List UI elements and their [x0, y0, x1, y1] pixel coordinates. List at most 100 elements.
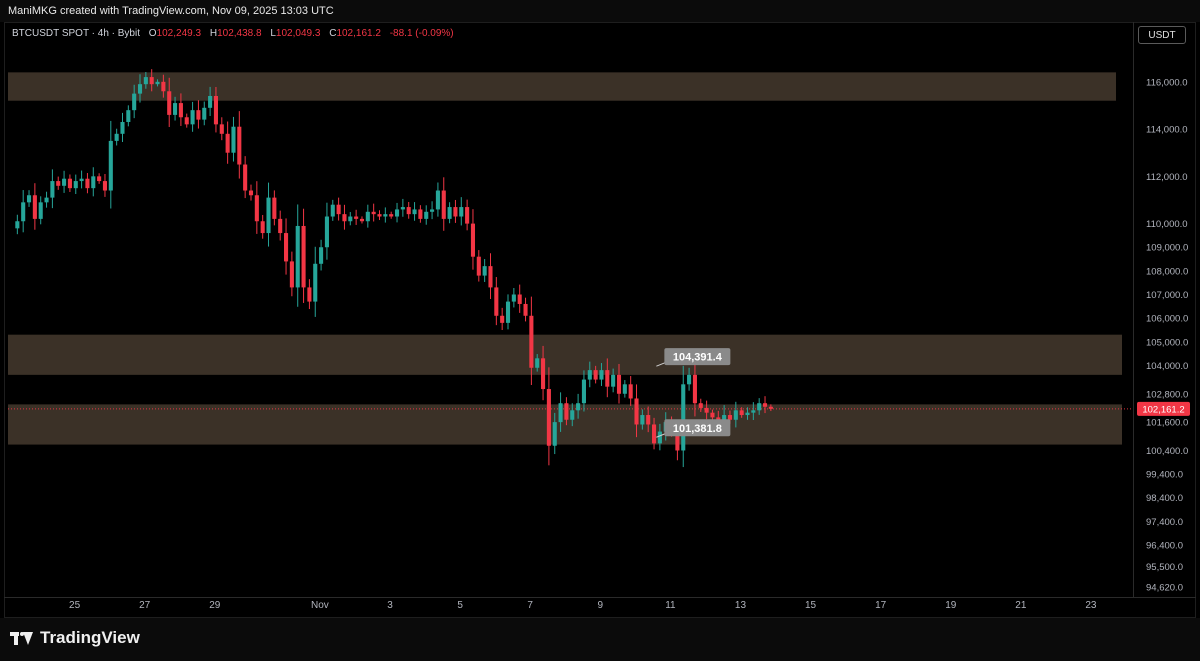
candle-body: [634, 398, 639, 425]
candle-body: [430, 209, 435, 212]
candle-body: [657, 431, 662, 444]
price-tick-label: 99,400.0: [1146, 470, 1183, 481]
candle-body: [243, 164, 248, 191]
candle-body: [319, 247, 324, 264]
candle-body: [260, 221, 265, 234]
candle-body: [102, 181, 108, 191]
symbol-label[interactable]: BTCUSDT SPOT · 4h · Bybit: [12, 28, 140, 39]
candle-body: [137, 84, 143, 94]
candle-body: [447, 207, 452, 219]
candle-body: [32, 195, 37, 219]
candle-body: [394, 209, 400, 217]
candle-body: [231, 126, 236, 153]
candle-body: [173, 103, 178, 115]
candle-body: [301, 225, 306, 288]
low-key: L: [270, 28, 276, 39]
candle-body: [155, 81, 160, 85]
zone-layer: [8, 72, 1122, 445]
candle-body: [517, 294, 522, 304]
candle-body: [184, 117, 189, 125]
candle-body: [254, 195, 259, 222]
candle-body: [324, 216, 329, 248]
close-value: 102,161.2: [336, 28, 381, 39]
candle-body: [15, 221, 20, 229]
candle-body: [418, 209, 423, 219]
open-value: 102,249.3: [156, 28, 202, 39]
time-tick-label: 15: [805, 600, 817, 611]
candle-body: [698, 403, 703, 408]
callout-box: [664, 419, 731, 437]
callouts-layer: 104,391.4 101,381.8: [656, 348, 731, 438]
time-tick-label: 9: [598, 600, 604, 611]
time-tick-label: 29: [209, 600, 221, 611]
price-tick-label: 110,000.0: [1146, 219, 1188, 230]
candle-body: [190, 110, 195, 125]
candle-body: [465, 207, 470, 224]
candle-body: [704, 407, 709, 413]
price-tick-label: 114,000.0: [1146, 125, 1188, 136]
low-value: 102,049.3: [275, 28, 321, 39]
candle-body: [178, 103, 183, 118]
candle-body: [412, 209, 417, 215]
candle-body: [546, 389, 551, 446]
candle-body: [213, 95, 218, 125]
candle-body: [757, 403, 762, 411]
price-tick-label: 94,620.0: [1146, 583, 1183, 594]
candle-body: [161, 81, 166, 92]
candle-body: [611, 374, 616, 387]
current-price-tag-layer: 102,161.2: [1137, 401, 1190, 416]
candle-body: [289, 261, 294, 288]
price-tick-label: 105,000.0: [1146, 337, 1188, 348]
brand-name: TradingView: [40, 628, 140, 647]
candle-body: [307, 287, 312, 302]
price-tick-label: 106,000.0: [1146, 314, 1188, 325]
candle-body: [488, 266, 493, 288]
candle-body: [354, 216, 359, 219]
candle-body: [435, 190, 440, 210]
candle-body: [126, 110, 131, 122]
candle-body: [681, 384, 686, 451]
callout-label: 104,391.4: [673, 352, 723, 364]
candle-body: [476, 256, 481, 276]
price-tick-label: 109,000.0: [1146, 243, 1188, 254]
candle-body: [651, 424, 657, 444]
candle-body: [97, 176, 102, 182]
candle-body: [762, 403, 768, 407]
candle-body: [541, 358, 546, 390]
high-value: 102,438.8: [217, 28, 262, 39]
ohlc-legend: BTCUSDT SPOT · 4h · Bybit O102,249.3 H10…: [12, 28, 454, 39]
candle-body: [389, 214, 394, 217]
price-tick-label: 112,000.0: [1146, 172, 1188, 183]
candle-body: [278, 218, 283, 234]
candle-body: [132, 93, 137, 111]
candle-body: [605, 370, 610, 387]
footer-bar: [0, 618, 1200, 661]
tradingview-logo[interactable]: TradingView: [10, 628, 140, 648]
candle-body: [599, 370, 604, 380]
candle-body: [441, 190, 446, 219]
time-tick-label: 13: [735, 600, 747, 611]
candle-body: [505, 301, 511, 323]
candle-body: [564, 403, 569, 420]
candle-body: [85, 178, 90, 189]
price-axis-divider: [1133, 22, 1134, 597]
price-tick-label: 101,600.0: [1146, 418, 1188, 429]
candle-body: [50, 181, 55, 198]
high-key: H: [209, 28, 218, 39]
price-tick-label: 108,000.0: [1146, 266, 1188, 277]
currency-button[interactable]: USDT: [1138, 26, 1186, 44]
candle-body: [523, 303, 528, 316]
candle-body: [459, 207, 464, 217]
time-tick-label: 3: [387, 600, 393, 611]
candle-body: [114, 133, 119, 141]
price-tick-label: 96,400.0: [1146, 541, 1183, 552]
candle-body: [44, 197, 49, 203]
candle-body: [768, 406, 773, 409]
time-tick-label: Nov: [311, 600, 329, 611]
change-value: -88.1 (-0.09%): [389, 28, 454, 39]
candle-body: [552, 422, 557, 446]
candle-body: [751, 410, 756, 413]
candle-body: [266, 197, 271, 234]
time-axis: 25 27 29 Nov 3 5 7 9 11 13 15 17 19 21 23: [69, 600, 1097, 611]
